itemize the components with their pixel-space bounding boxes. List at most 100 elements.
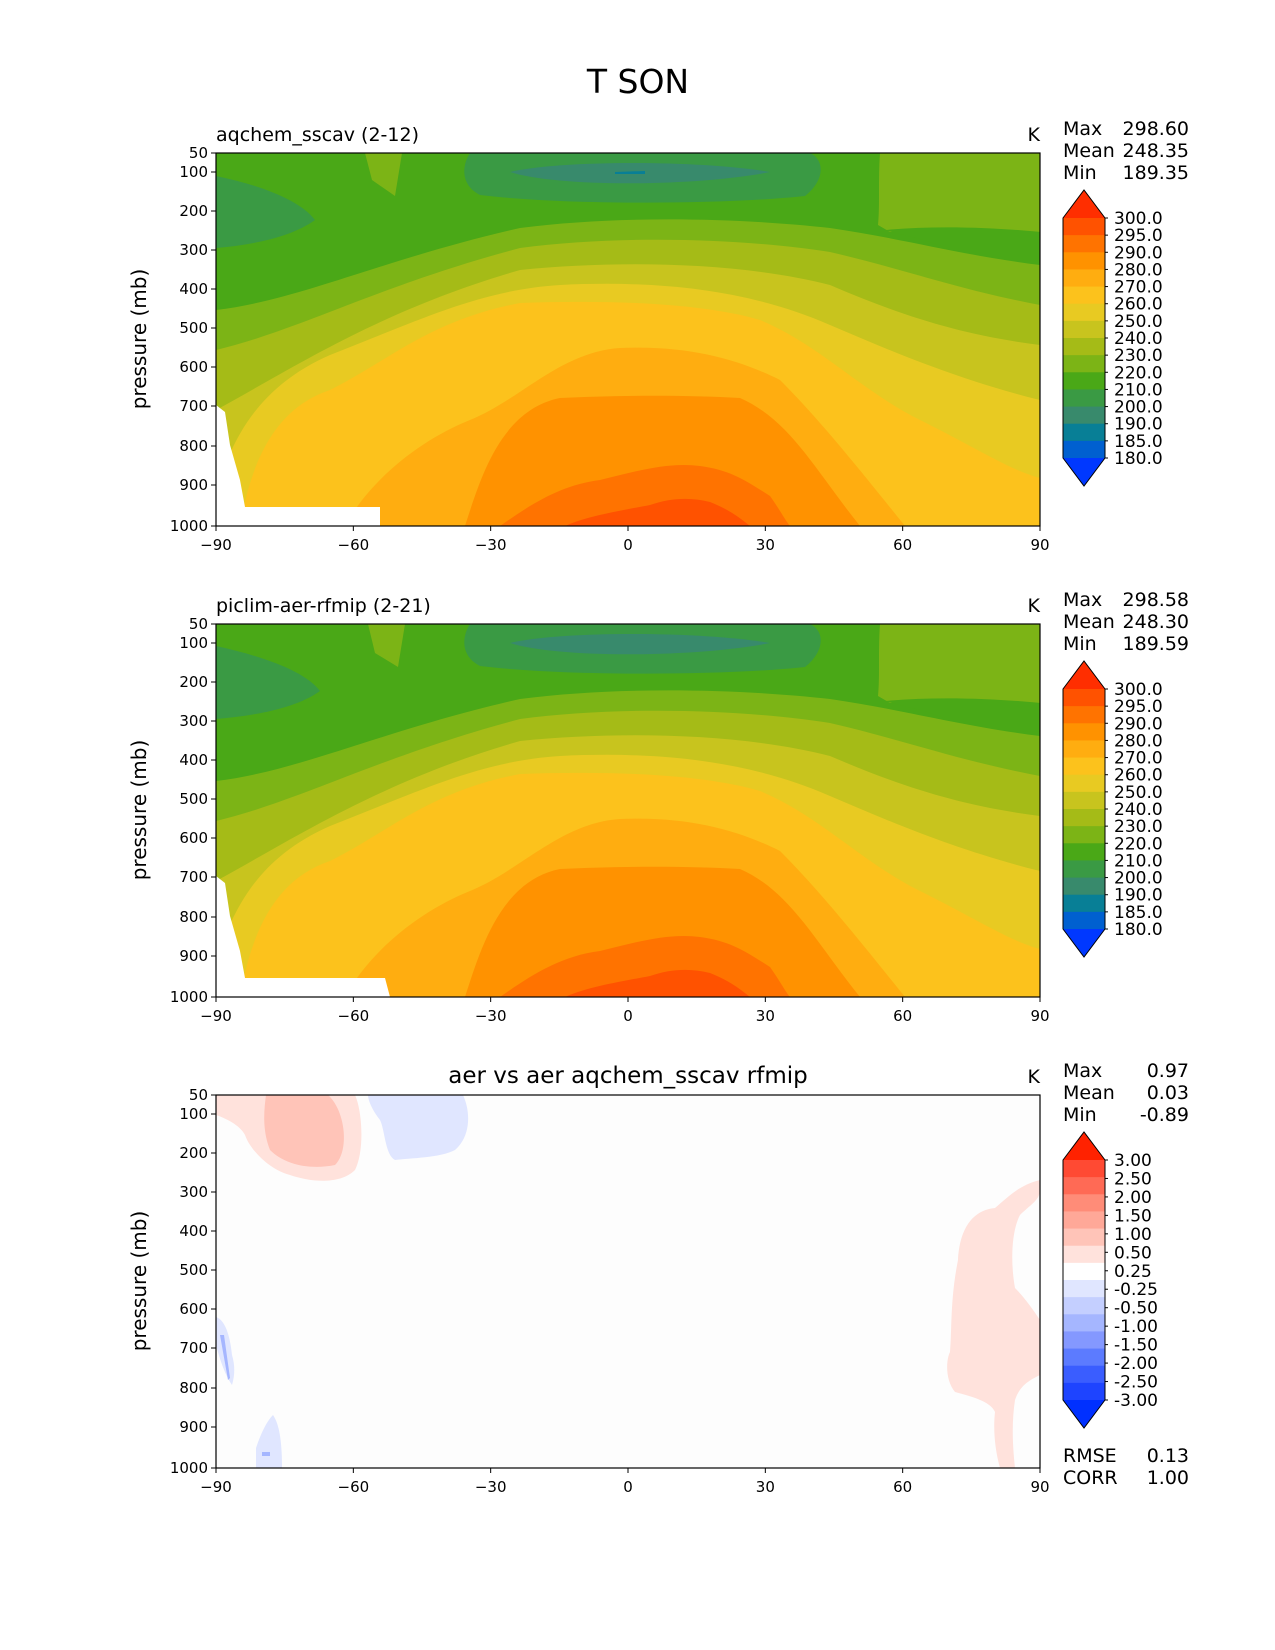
stat-mean-value: 248.35 [1123, 140, 1189, 162]
colorbar-segment [1063, 235, 1105, 253]
y-tick-label: 400 [179, 280, 208, 298]
panel-title-2: piclim-aer-rfmip (2-21) [216, 595, 431, 617]
colorbar-under-tip [1063, 1400, 1105, 1428]
colorbar-segment [1063, 286, 1105, 305]
x-tick-label: 90 [1030, 536, 1049, 554]
stat-min-value: 189.59 [1123, 633, 1189, 655]
colorbar-label: 260.0 [1114, 295, 1163, 315]
colorbar-label: 230.0 [1114, 346, 1163, 366]
y-tick-label: 100 [179, 163, 208, 181]
colorbar-label: 200.0 [1114, 398, 1163, 418]
y-tick-label: 200 [179, 673, 208, 691]
y-tick-label: 300 [179, 1183, 208, 1201]
stat-mean-value: 0.03 [1147, 1082, 1189, 1104]
colorbar-label: 2.00 [1114, 1188, 1152, 1208]
colorbar-label: -0.50 [1114, 1299, 1158, 1319]
y-tick-label: 900 [179, 476, 208, 494]
colorbar-label: 230.0 [1114, 817, 1163, 837]
x-ticks-1: −90 −60 −30 0 30 60 90 [200, 526, 1050, 554]
stat-rmse-label: RMSE [1063, 1445, 1117, 1467]
colorbar-over-tip [1063, 661, 1105, 689]
colorbar-segment [1063, 218, 1105, 236]
colorbar-segment [1063, 877, 1105, 896]
figure-title: T SON [586, 62, 689, 101]
colorbar-label: 210.0 [1114, 851, 1163, 871]
colorbar-segment [1063, 1262, 1105, 1281]
x-tick-label: 0 [623, 1007, 633, 1025]
colorbar-segment [1063, 843, 1105, 861]
x-tick-label: −60 [338, 1007, 370, 1025]
colorbar-label: -2.00 [1114, 1354, 1158, 1374]
colorbar-label: -3.00 [1114, 1391, 1158, 1411]
y-tick-label: 700 [179, 397, 208, 415]
x-tick-label: −60 [338, 536, 370, 554]
colorbar-segment [1063, 1160, 1105, 1178]
colorbar-segment [1063, 320, 1105, 339]
stat-min-label: Min [1063, 1104, 1097, 1126]
colorbar-segment [1063, 1331, 1105, 1350]
panel-title-1: aqchem_sscav (2-12) [216, 124, 419, 146]
stat-rmse-value: 0.13 [1147, 1445, 1189, 1467]
colorbar-segment [1063, 757, 1105, 776]
colorbar-segment [1063, 1365, 1105, 1384]
y-tick-label: 700 [179, 1339, 208, 1357]
stat-max-label: Max [1063, 589, 1102, 611]
y-tick-label: 600 [179, 829, 208, 847]
colorbar-segment [1063, 894, 1105, 913]
colorbar-1: 300.0295.0290.0280.0270.0260.0250.0240.0… [1062, 189, 1163, 487]
colorbar-segment [1063, 1280, 1105, 1298]
stat-mean-value: 248.30 [1123, 611, 1189, 633]
y-tick-label: 200 [179, 1144, 208, 1162]
stats-2: Max 298.58 Mean 248.30 Min 189.59 [1063, 589, 1189, 655]
stat-max-label: Max [1063, 118, 1102, 140]
stats-1: Max 298.60 Mean 248.35 Min 189.35 [1063, 118, 1189, 184]
colorbar-label: 300.0 [1114, 209, 1163, 229]
stat-min-value: 189.35 [1123, 162, 1189, 184]
colorbar-segment [1063, 911, 1105, 930]
colorbar-under-tip [1063, 929, 1105, 957]
colorbar-segment [1063, 1211, 1105, 1230]
stat-max-value: 0.97 [1147, 1060, 1189, 1082]
y-tick-label: 500 [179, 1261, 208, 1279]
colorbar-segment [1063, 723, 1105, 741]
colorbar-segment [1063, 423, 1105, 442]
colorbar-label: 180.0 [1114, 920, 1163, 940]
y-tick-label: 800 [179, 908, 208, 926]
x-tick-label: −30 [475, 1478, 507, 1496]
colorbar-label: 180.0 [1114, 449, 1163, 469]
colorbar-over-tip [1063, 190, 1105, 218]
y-tick-label: 600 [179, 358, 208, 376]
colorbar-label: 1.50 [1114, 1206, 1152, 1226]
colorbar-label: 295.0 [1114, 226, 1163, 246]
colorbar-label: 220.0 [1114, 363, 1163, 383]
colorbar-segment [1063, 1297, 1105, 1315]
stat-mean-label: Mean [1063, 611, 1115, 633]
y-tick-label: 800 [179, 1379, 208, 1397]
colorbar-label: 2.50 [1114, 1169, 1152, 1189]
y-tick-label: 300 [179, 241, 208, 259]
stat-max-value: 298.58 [1123, 589, 1189, 611]
stat-mean-label: Mean [1063, 1082, 1115, 1104]
y-tick-label: 700 [179, 868, 208, 886]
stat-min-label: Min [1063, 162, 1097, 184]
y-tick-label: 1000 [170, 988, 208, 1006]
colorbar-label: 270.0 [1114, 278, 1163, 298]
colorbar-label: 290.0 [1114, 714, 1163, 734]
colorbar-segment [1063, 372, 1105, 390]
panel-title-3: aer vs aer aqchem_sscav rfmip [448, 1063, 807, 1089]
colorbar-label: 1.00 [1114, 1225, 1152, 1245]
colorbar-label: 295.0 [1114, 697, 1163, 717]
x-tick-label: 90 [1030, 1478, 1049, 1496]
colorbar-segment [1063, 440, 1105, 459]
units-label-2: K [1028, 595, 1041, 617]
stats-3: Max 0.97 Mean 0.03 Min -0.89 RMSE 0.13 C… [1063, 1060, 1189, 1489]
colorbar-label: 280.0 [1114, 260, 1163, 280]
y-axis-label-2: pressure (mb) [127, 740, 151, 881]
colorbar-label: 210.0 [1114, 380, 1163, 400]
stat-corr-label: CORR [1063, 1467, 1118, 1489]
colorbar-3: 3.002.502.001.501.000.500.25-0.25-0.50-1… [1062, 1131, 1158, 1429]
panel-2: piclim-aer-rfmip (2-21) K pressure (mb) … [127, 589, 1189, 1025]
